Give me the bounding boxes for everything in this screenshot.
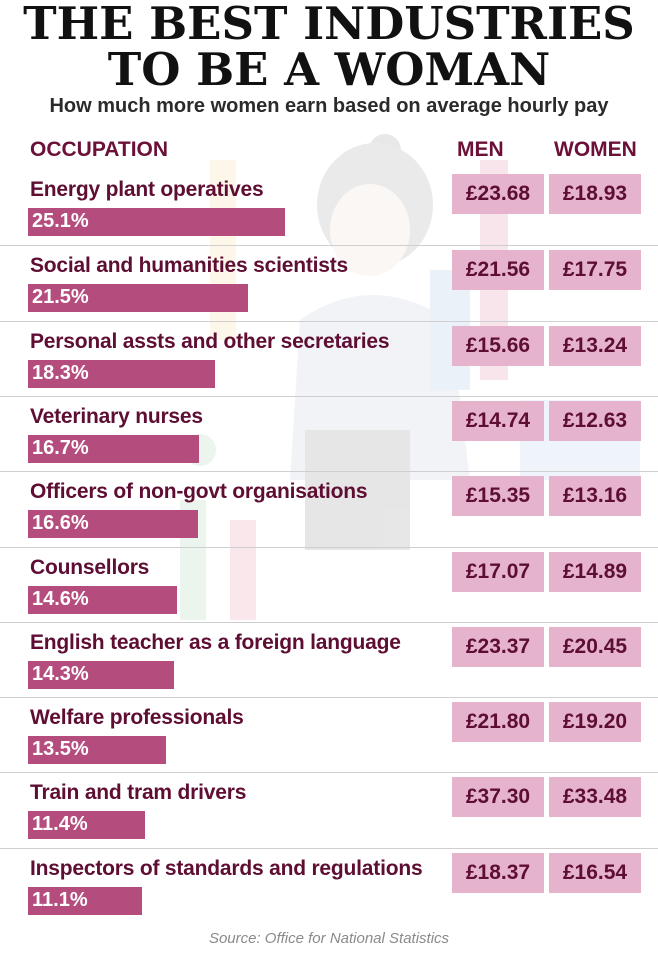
table-row: English teacher as a foreign language 14.… [0,621,658,699]
women-hourly-pay: £13.16 [549,476,641,517]
page-title-line-2: TO BE A WOMAN [107,43,551,96]
men-hourly-pay: £37.30 [452,777,544,818]
table-row: Personal assts and other secretaries 18.3… [0,320,658,398]
pay-gap-percent: 16.6% [32,512,89,535]
women-hourly-pay: £14.89 [549,551,641,592]
pay-gap-bar [28,284,248,313]
pay-gap-percent: 14.3% [32,662,89,685]
pay-gap-percent: 25.1% [32,210,89,232]
occupation-label: English teacher as a foreign language [30,630,401,654]
pay-gap-bar [28,510,198,539]
pay-gap-percent: 14.6% [32,587,89,610]
column-header-women: WOMEN [554,138,637,161]
occupation-label: Inspectors of standards and regulations [30,856,423,880]
women-hourly-pay: £20.45 [549,626,641,667]
occupation-label: Veterinary nurses [30,404,203,428]
men-hourly-pay: £23.68 [452,174,544,214]
pay-gap-bar [28,736,166,765]
table-row: Social and humanities scientists 21.5% £21… [0,245,658,322]
table-row: Officers of non-govt organisations 16.6% £… [0,471,658,548]
pay-gap-percent: 11.1% [32,888,88,911]
women-hourly-pay: £13.24 [549,325,641,366]
pay-gap-bar [28,585,177,614]
men-hourly-pay: £23.37 [452,626,544,667]
pay-gap-percent: 11.4% [32,813,88,836]
women-hourly-pay: £17.75 [549,250,641,291]
table-row: Energy plant operatives 25.1% £23.68 £18.93 [0,170,658,246]
women-hourly-pay: £18.93 [549,174,641,214]
pay-gap-percent: 18.3% [32,361,89,384]
women-hourly-pay: £33.48 [549,777,641,818]
table-row: Train and tram drivers 11.4% £37.30 £33.48 [0,772,658,849]
column-header-men: MEN [457,138,504,161]
pay-gap-bar [28,811,145,840]
page-subtitle: How much more women earn based on averag… [49,95,609,117]
men-hourly-pay: £21.56 [452,250,544,291]
table-row: Welfare professionals 13.5% £21.80 £19.20 [0,697,658,774]
source-note: Source: Office for National Statistics [208,930,450,947]
men-hourly-pay: £17.07 [452,551,544,592]
women-hourly-pay: £16.54 [549,852,641,893]
occupation-label: Train and tram drivers [30,781,247,805]
table-row: Inspectors of standards and regulations 1… [0,847,658,925]
pay-gap-percent: 13.5% [32,738,89,761]
pay-gap-bar [28,886,142,915]
pay-gap-percent: 21.5% [32,286,89,309]
table-row: Counsellors 14.6% £17.07 £14.89 [0,546,658,624]
occupation-label: Energy plant operatives [30,178,264,201]
pay-gap-percent: 16.7% [32,436,89,459]
men-hourly-pay: £15.35 [452,476,544,517]
page-title-line-1: THE BEST INDUSTRIES [23,0,635,50]
occupation-label: Social and humanities scientists [30,254,349,278]
occupation-label: Welfare professionals [30,706,244,730]
occupation-label: Counsellors [30,555,150,579]
occupation-label: Officers of non-govt organisations [30,480,368,504]
pay-gap-bar [28,434,199,463]
pay-gap-bar [28,359,215,388]
men-hourly-pay: £14.74 [452,400,544,441]
occupation-label: Personal assts and other secretaries [30,329,390,353]
women-hourly-pay: £12.63 [549,400,641,441]
table-row: Veterinary nurses 16.7% £14.74 £12.63 [0,395,658,473]
pay-gap-bar [28,208,285,236]
women-hourly-pay: £19.20 [549,702,641,743]
men-hourly-pay: £21.80 [452,702,544,743]
men-hourly-pay: £15.66 [452,325,544,366]
column-header-occupation: OCCUPATION [30,138,169,161]
pay-gap-bar [28,660,174,689]
men-hourly-pay: £18.37 [452,852,544,893]
